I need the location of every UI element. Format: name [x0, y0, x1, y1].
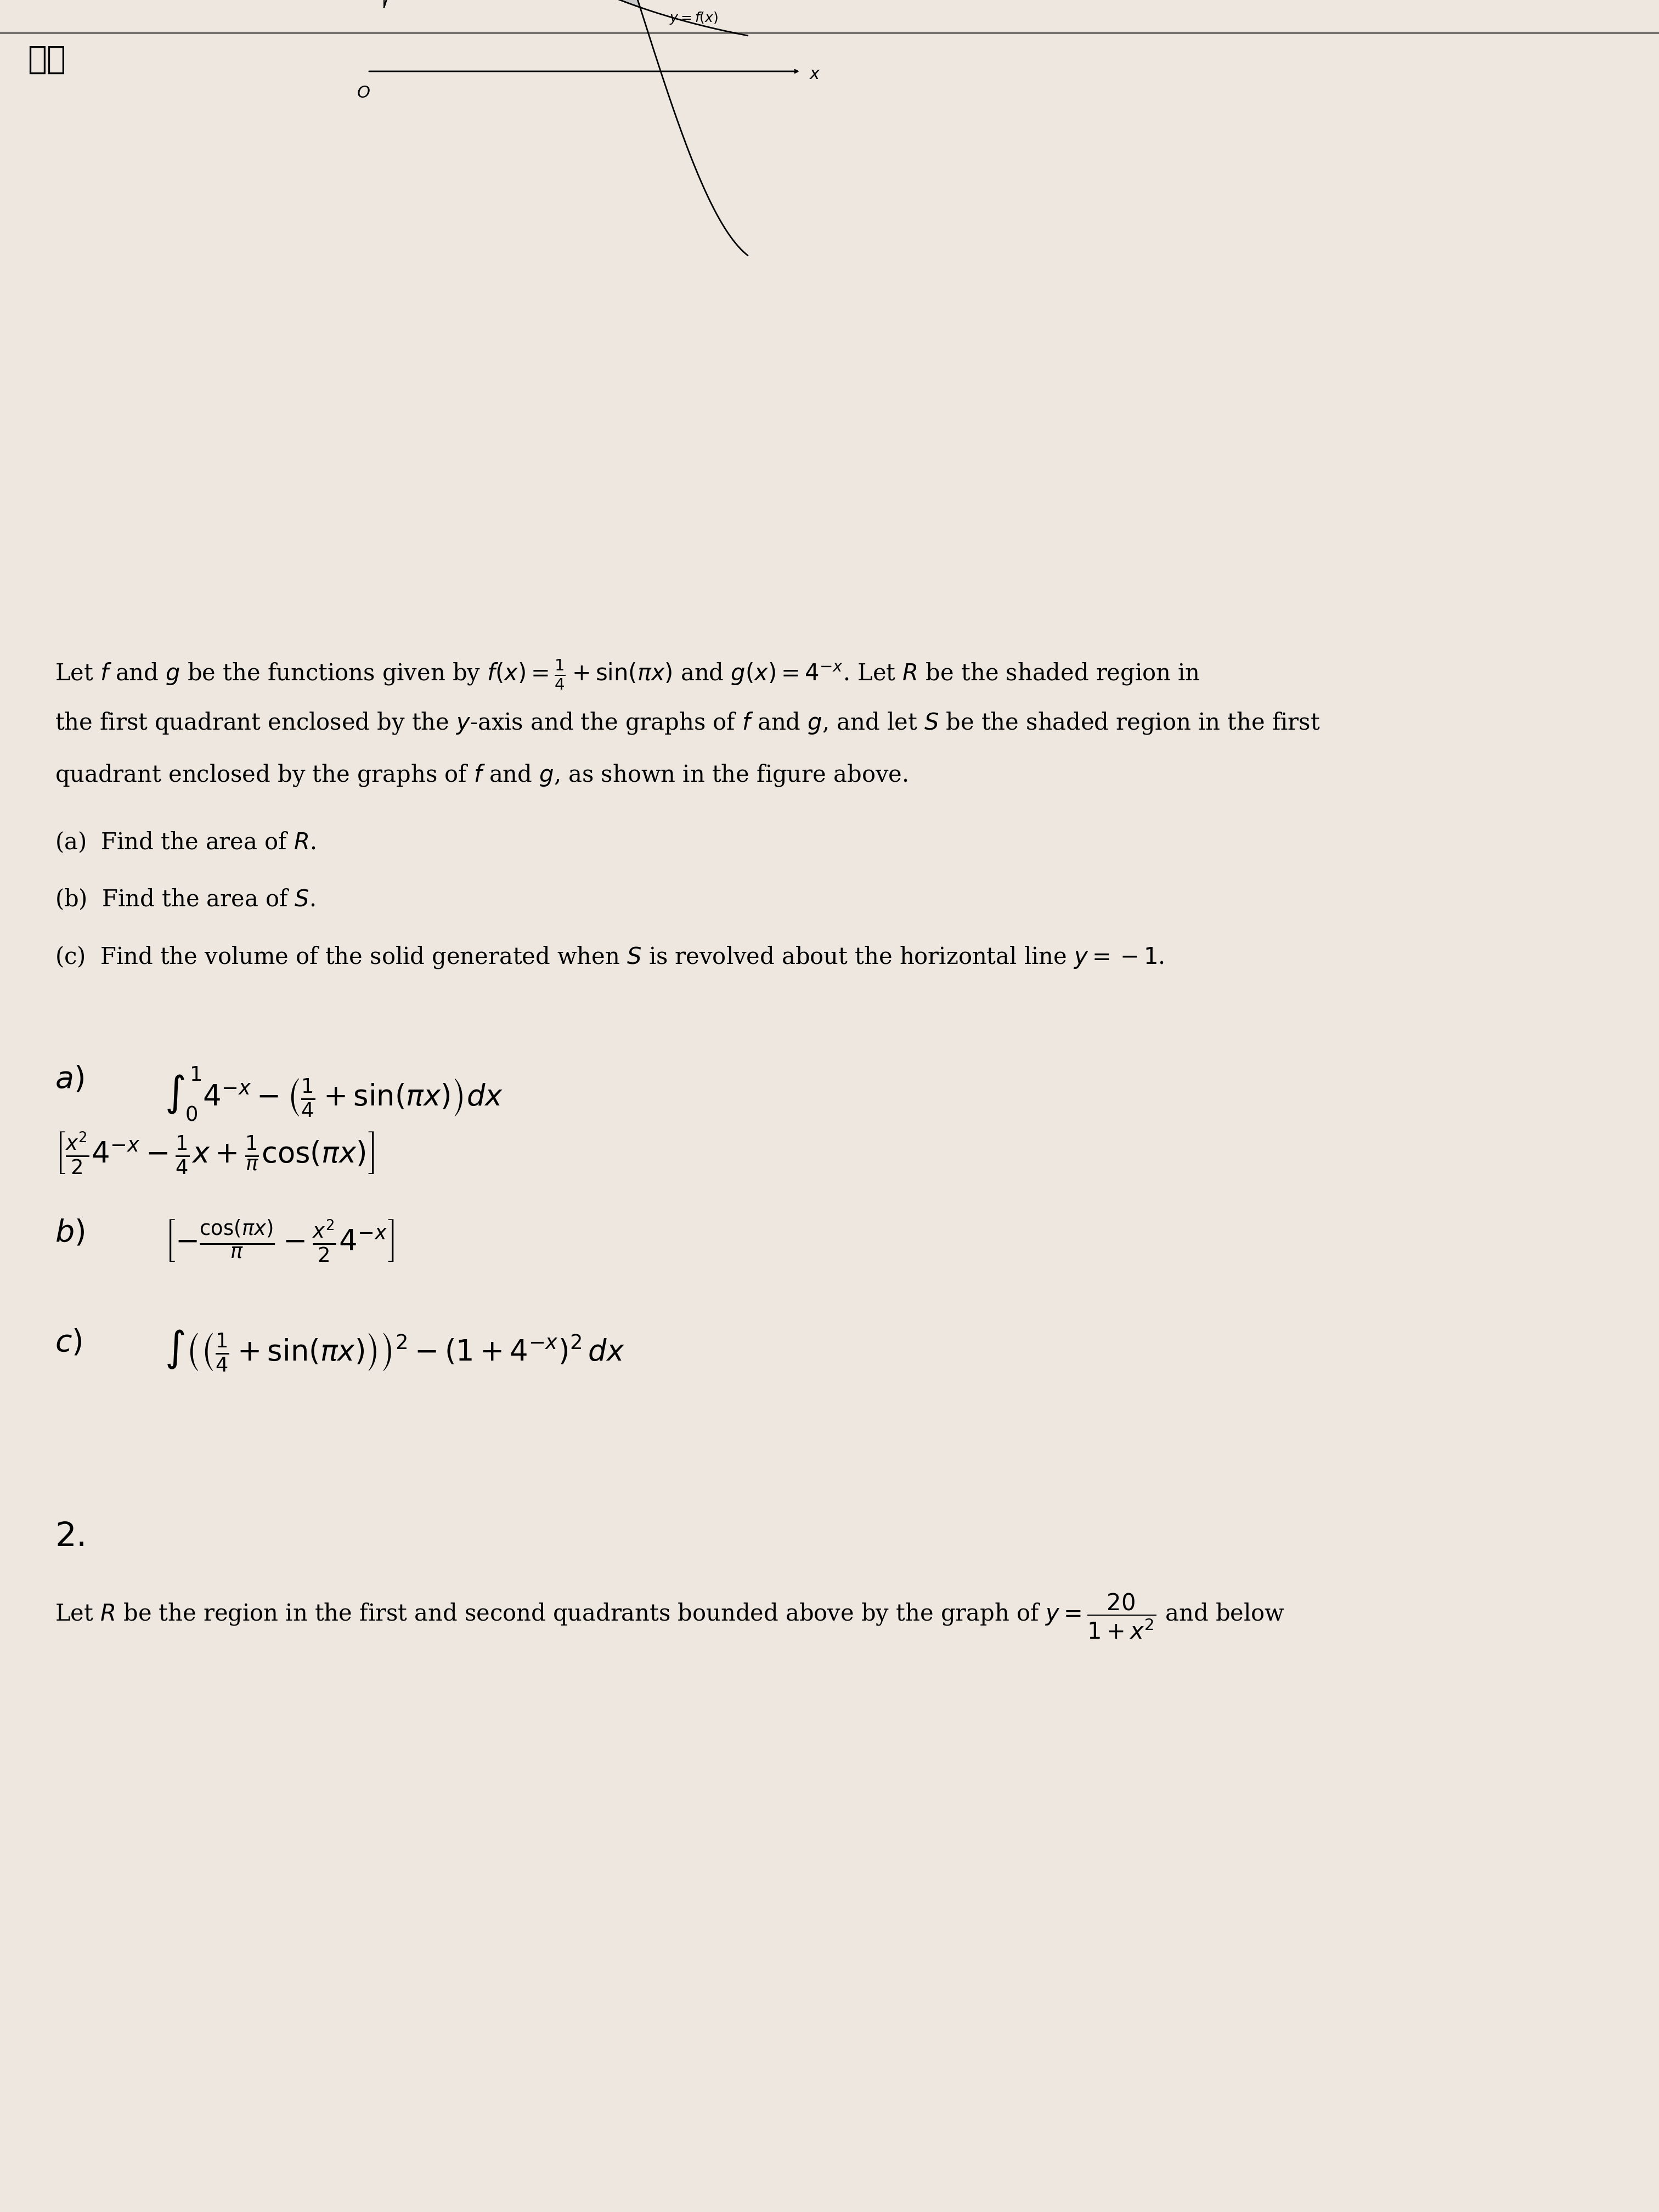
- Text: $\left[\frac{x^2}{2} 4^{-x} - \frac{1}{4}x + \frac{1}{\pi}\cos(\pi x)\right]$: $\left[\frac{x^2}{2} 4^{-x} - \frac{1}{4…: [55, 1130, 375, 1177]
- Text: (a)  Find the area of $R$.: (a) Find the area of $R$.: [55, 830, 315, 854]
- Text: quadrant enclosed by the graphs of $f$ and $g$, as shown in the figure above.: quadrant enclosed by the graphs of $f$ a…: [55, 763, 907, 787]
- Text: $\int_0^1 4^{-x} - \left(\frac{1}{4} + \sin(\pi x)\right) dx$: $\int_0^1 4^{-x} - \left(\frac{1}{4} + \…: [164, 1064, 503, 1121]
- Text: $a)$: $a)$: [55, 1064, 85, 1095]
- Text: $c)$: $c)$: [55, 1327, 81, 1358]
- Text: $O$: $O$: [357, 84, 370, 102]
- Text: $\left[-\frac{\cos(\pi x)}{\pi} - \frac{x^2}{2} 4^{-x}\right]$: $\left[-\frac{\cos(\pi x)}{\pi} - \frac{…: [164, 1219, 395, 1263]
- Text: $b)$: $b)$: [55, 1219, 85, 1248]
- Text: $x$: $x$: [810, 66, 821, 82]
- Polygon shape: [383, 0, 430, 7]
- Text: Let $f$ and $g$ be the functions given by $f(x) = \frac{1}{4} + \sin(\pi x)$ and: Let $f$ and $g$ be the functions given b…: [55, 659, 1199, 692]
- Text: (b)  Find the area of $S$.: (b) Find the area of $S$.: [55, 887, 315, 911]
- Text: the first quadrant enclosed by the $y$-axis and the graphs of $f$ and $g$, and l: the first quadrant enclosed by the $y$-a…: [55, 710, 1321, 737]
- Text: Let $R$ be the region in the first and second quadrants bounded above by the gra: Let $R$ be the region in the first and s…: [55, 1590, 1284, 1639]
- Text: $y = f(x)$: $y = f(x)$: [669, 11, 718, 27]
- Text: $2.$: $2.$: [55, 1520, 85, 1553]
- Text: $\int \left(\left(\frac{1}{4}+\sin(\pi x)\right)\right)^2 - (1 + 4^{-x})^2\, dx$: $\int \left(\left(\frac{1}{4}+\sin(\pi x…: [164, 1327, 625, 1374]
- Text: (c)  Find the volume of the solid generated when $S$ is revolved about the horiz: (c) Find the volume of the solid generat…: [55, 945, 1165, 971]
- Text: ぉぉ: ぉぉ: [28, 44, 66, 75]
- Polygon shape: [430, 0, 640, 7]
